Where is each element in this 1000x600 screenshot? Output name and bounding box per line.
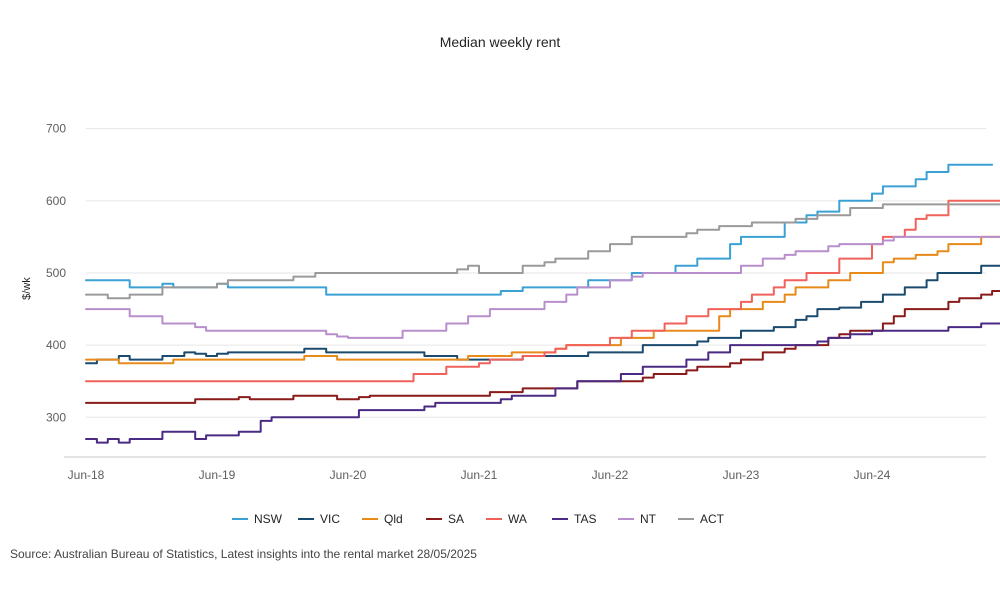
legend-label-act: ACT [700,512,725,526]
y-axis-label: $/wk [21,277,33,300]
series-line-tas [85,322,1000,444]
series-line-nt [85,235,1000,339]
legend-label-nt: NT [640,512,657,526]
y-tick-label: 600 [46,194,66,208]
y-tick-label: 500 [46,266,66,280]
legend-label-nsw: NSW [254,512,283,526]
x-tick-label: Jun-21 [461,468,498,482]
legend-label-wa: WA [508,512,527,526]
x-tick-label: Jun-18 [68,468,105,482]
x-tick-label: Jun-23 [723,468,760,482]
series-line-qld [85,235,1000,365]
source-note: Source: Australian Bureau of Statistics,… [10,547,477,561]
series-line-wa [85,199,1000,383]
series-line-sa [85,290,1000,404]
legend-label-sa: SA [448,512,464,526]
y-tick-label: 400 [46,338,66,352]
x-tick-label: Jun-19 [199,468,236,482]
chart-title: Median weekly rent [439,34,561,50]
y-tick-label: 300 [46,410,66,424]
legend-label-qld: Qld [384,512,403,526]
series-line-vic [85,264,1000,365]
x-tick-label: Jun-20 [330,468,367,482]
legend-label-vic: VIC [320,512,340,526]
x-tick-label: Jun-22 [592,468,629,482]
x-tick-label: Jun-24 [854,468,891,482]
legend-label-tas: TAS [574,512,596,526]
series-line-nsw [85,163,994,296]
y-tick-label: 700 [46,122,66,136]
series-line-act [85,203,1000,300]
